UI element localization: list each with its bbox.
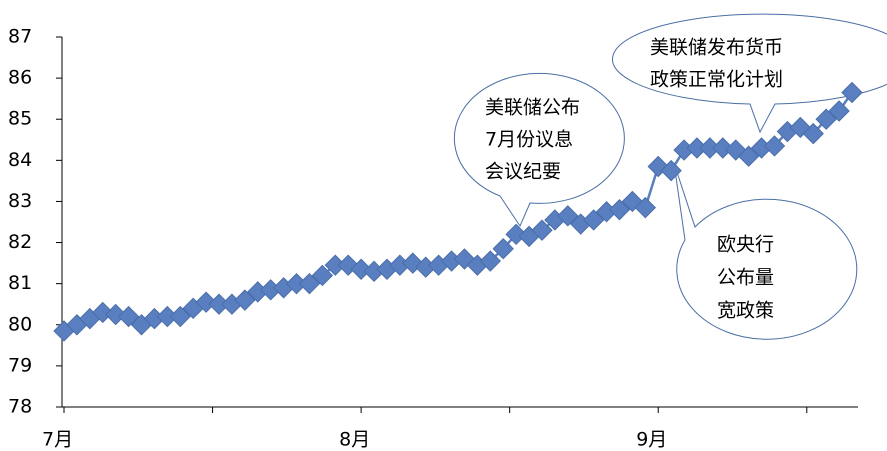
marker (557, 205, 579, 227)
marker (737, 145, 760, 167)
annotation: 会议纪要 (485, 161, 561, 183)
annotation: 7月份议息 (485, 129, 573, 151)
marker (311, 264, 334, 287)
y-tick-label: 87 (8, 26, 32, 48)
marker (841, 81, 863, 104)
marker (828, 100, 850, 122)
x-tick-label: 7月 (42, 429, 73, 451)
annotation: 欧央行 (717, 234, 774, 256)
annotation: 宽政策 (717, 300, 774, 322)
marker (815, 108, 837, 130)
marker (712, 137, 734, 159)
marker (195, 291, 217, 313)
y-tick-label: 86 (8, 67, 32, 89)
marker (582, 209, 605, 231)
marker (234, 289, 256, 311)
y-tick-label: 83 (8, 190, 32, 212)
marker (725, 139, 747, 161)
y-tick-label: 84 (8, 149, 32, 171)
y-tick-label: 85 (8, 108, 32, 130)
marker (492, 238, 514, 260)
annotation: 公布量 (717, 267, 774, 289)
marker (92, 301, 114, 324)
x-tick-label: 8月 (339, 429, 370, 451)
y-tick-label: 81 (8, 272, 32, 294)
marker (337, 254, 359, 276)
marker (660, 159, 682, 182)
marker (802, 122, 824, 145)
callout-bubble (453, 72, 625, 228)
marker (298, 272, 321, 295)
marker (479, 250, 502, 272)
callout (453, 13, 887, 340)
y-tick-label: 78 (8, 396, 32, 418)
marker (169, 305, 191, 328)
marker (350, 258, 372, 280)
marker (505, 223, 527, 246)
x-tick-label: 9月 (636, 429, 667, 451)
callout-bubble (612, 13, 887, 134)
callout-bubble (673, 162, 858, 340)
marker (104, 303, 127, 326)
annotation: 政策正常化计划 (650, 69, 783, 91)
y-tick-label: 80 (8, 313, 32, 335)
annotation: 美联储公布 (485, 97, 580, 119)
marker (531, 219, 553, 241)
y-tick-label: 82 (8, 231, 32, 253)
marker (117, 305, 140, 328)
marker (763, 135, 786, 157)
y-tick-label: 79 (8, 354, 32, 376)
marker (634, 196, 657, 219)
marker (608, 198, 631, 221)
annotation: 美联储发布货币 (650, 37, 783, 59)
